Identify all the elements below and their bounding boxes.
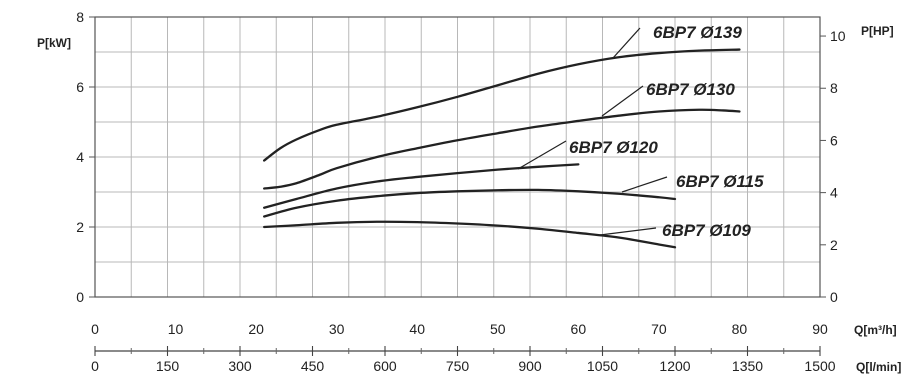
series-line-5: [263, 220, 677, 249]
primary-x-tick-label-10: 90: [812, 321, 828, 337]
primary-x-tick-label-3: 20: [248, 321, 264, 337]
left-axis-tick-label-3: 4: [76, 149, 84, 165]
series-leader-line-4: [621, 176, 668, 193]
series-label-1: 6BP7 Ø139: [653, 23, 742, 42]
primary-x-tick-label-9: 80: [732, 321, 748, 337]
secondary-x-tick-label-9: 1200: [659, 358, 690, 374]
secondary-x-tick-label-6: 750: [446, 358, 470, 374]
right-axis-tick-label-2: 2: [830, 237, 838, 253]
left-axis-title: P[kW]: [37, 36, 71, 50]
series-line-4: [263, 188, 677, 218]
left-axis-tick-label-5: 8: [76, 9, 84, 25]
primary-x-tick-label-8: 70: [651, 321, 667, 337]
secondary-x-tick-label-11: 1500: [804, 358, 835, 374]
left-axis-tick-label-1: 0: [76, 289, 84, 305]
primary-x-tick-label-7: 60: [571, 321, 587, 337]
series-label-2: 6BP7 Ø130: [646, 80, 735, 99]
primary-x-tick-label-1: 0: [91, 321, 99, 337]
series-label-5: 6BP7 Ø109: [662, 221, 751, 240]
secondary-x-tick-label-4: 450: [301, 358, 325, 374]
right-axis-tick-label-1: 0: [830, 289, 838, 305]
primary-x-tick-label-4: 30: [329, 321, 345, 337]
right-axis-tick-label-6: 10: [830, 28, 846, 44]
secondary-x-tick-label-8: 1050: [587, 358, 618, 374]
series-leader-line-5: [599, 227, 657, 236]
secondary-x-tick-label-1: 0: [91, 358, 99, 374]
right-axis-tick-label-5: 8: [830, 80, 838, 96]
primary-x-tick-label-6: 50: [490, 321, 506, 337]
right-axis-tick-label-3: 4: [830, 185, 838, 201]
series-label-4: 6BP7 Ø115: [676, 172, 764, 191]
series-leader-line-1: [612, 27, 641, 59]
series-line-1: [263, 48, 741, 162]
secondary-x-axis-title: Q[l/min]: [856, 360, 901, 374]
secondary-x-tick-label-10: 1350: [732, 358, 763, 374]
series-line-2: [263, 108, 741, 190]
secondary-x-tick-label-2: 150: [156, 358, 180, 374]
series-leader-line-2: [601, 85, 644, 117]
series-label-3: 6BP7 Ø120: [569, 138, 658, 157]
primary-x-axis-title: Q[m³/h]: [854, 323, 897, 337]
secondary-x-tick-label-7: 900: [518, 358, 542, 374]
primary-x-tick-label-2: 10: [168, 321, 184, 337]
series-leader-line-3: [517, 140, 567, 170]
series-line-3: [263, 163, 580, 209]
right-axis-title: P[HP]: [861, 24, 894, 38]
left-axis-tick-label-2: 2: [76, 219, 84, 235]
secondary-x-tick-label-5: 600: [373, 358, 397, 374]
primary-x-tick-label-5: 40: [409, 321, 425, 337]
secondary-x-tick-label-3: 300: [228, 358, 252, 374]
left-axis-tick-label-4: 6: [76, 79, 84, 95]
right-axis-tick-label-4: 6: [830, 132, 838, 148]
